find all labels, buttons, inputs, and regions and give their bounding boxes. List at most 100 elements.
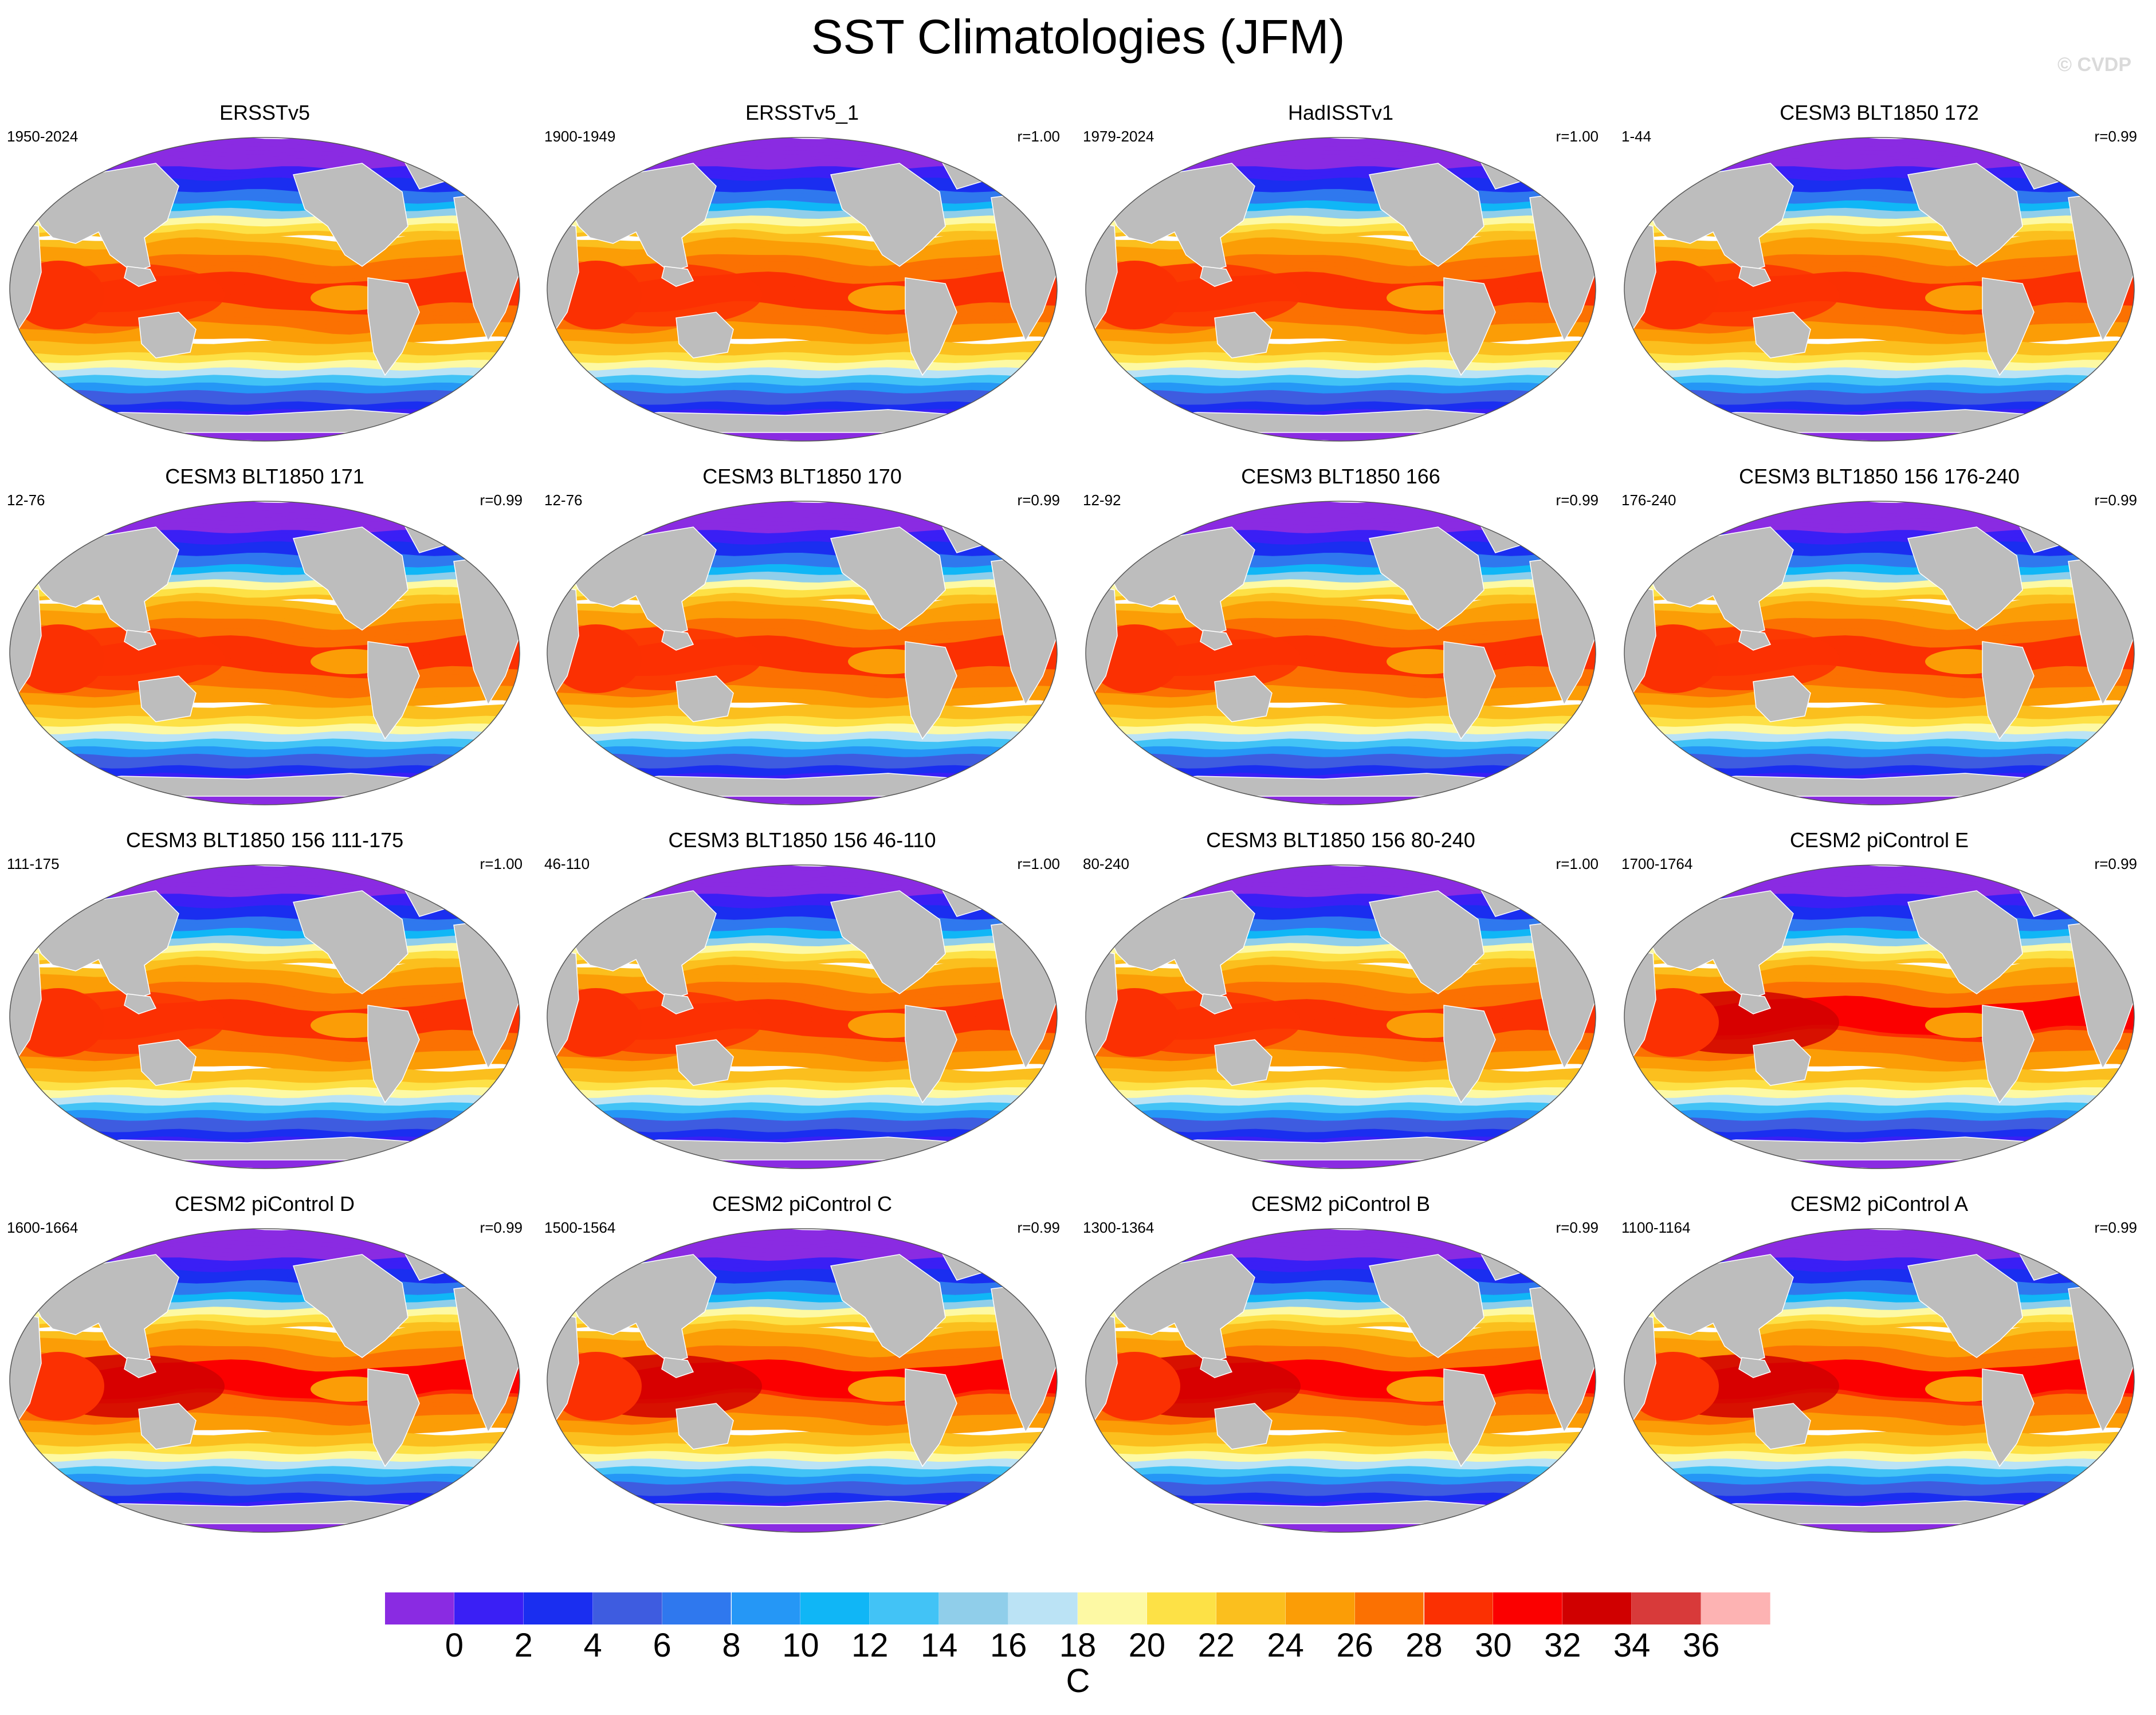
sst-contour-band — [547, 1473, 1057, 1482]
sst-contour-band — [1086, 1249, 1596, 1258]
sst-contour-band — [547, 371, 1057, 379]
land-mask — [138, 1403, 197, 1450]
sst-contour-band — [1624, 957, 2134, 975]
sst-contour-band — [1624, 1136, 2134, 1144]
sst-contour-band — [1086, 886, 1596, 894]
colorbar-units-label: C — [1066, 1662, 1090, 1700]
panel-title: CESM3 BLT1850 156 111-175 — [125, 828, 404, 852]
sst-contour-band — [10, 522, 520, 530]
sst-contour-band — [1086, 158, 1596, 167]
land-mask — [676, 1403, 734, 1450]
map-panel: CESM3 BLT1850 172 1-44 r=0.99 — [1621, 100, 2137, 444]
panel-correlation-label: r=0.99 — [1017, 1219, 1060, 1236]
sst-contour-band — [547, 1163, 1057, 1169]
sst-contour-band — [547, 1114, 1057, 1122]
land-mask — [1982, 641, 2035, 740]
sst-contour-band — [1086, 1466, 1596, 1474]
sst-contour-band — [10, 957, 520, 975]
sst-contour-band — [1624, 886, 2134, 894]
land-mask — [1907, 1254, 2023, 1358]
panel-title: CESM2 piControl A — [1790, 1192, 1969, 1216]
colorbar-tick-label: 14 — [920, 1627, 958, 1664]
sst-contour-band — [547, 672, 1057, 691]
sst-contour-band — [547, 1036, 1057, 1055]
sst-contour-band — [1086, 522, 1596, 530]
sst-contour-band — [1624, 1466, 2134, 1474]
sst-contour-band — [1624, 672, 2134, 691]
sst-map — [1085, 137, 1596, 442]
sst-contour-band — [1086, 501, 1596, 508]
sst-contour-band — [10, 379, 520, 387]
land-mask — [1369, 163, 1485, 267]
sst-contour-band — [547, 750, 1057, 758]
panel-years-label: 1979-2024 — [1083, 128, 1154, 145]
cvdp-watermark: © CVDP — [2057, 54, 2131, 76]
map-outline — [1624, 501, 2135, 805]
colorbar-swatch — [1216, 1592, 1286, 1624]
land-mask — [124, 1357, 157, 1378]
land-mask — [1753, 675, 1811, 722]
panel-years-label: 1950-2024 — [7, 128, 78, 145]
map-outline — [1624, 864, 2135, 1169]
sst-contour-band — [1086, 325, 1596, 343]
land-mask — [124, 993, 157, 1014]
land-mask — [830, 1254, 946, 1358]
sst-contour-band — [547, 742, 1057, 750]
sst-contour-band — [547, 1458, 1057, 1466]
map-outline — [1085, 501, 1596, 805]
sst-contour-band — [547, 1110, 1057, 1118]
sst-contour-band — [1624, 1249, 2134, 1258]
map-panel: ERSSTv5 1950-2024 — [7, 100, 523, 444]
land-mask — [1369, 890, 1485, 994]
sst-contour-band — [1086, 865, 1596, 871]
panel-years-label: 1500-1564 — [544, 1219, 616, 1236]
sst-contour-band — [547, 379, 1057, 387]
sst-contour-band — [1624, 1125, 2134, 1133]
sst-contour-band — [1086, 137, 1596, 144]
sst-contour-band — [547, 799, 1057, 805]
sst-contour-band — [10, 1462, 520, 1470]
map-outline — [9, 1228, 520, 1533]
sst-contour-band — [1086, 371, 1596, 379]
map-panel: CESM3 BLT1850 156 111-175 111-175 r=1.00 — [7, 828, 523, 1171]
sst-contour-band — [1086, 593, 1596, 612]
land-mask — [661, 1357, 694, 1378]
sst-contour-band — [1086, 731, 1596, 739]
land-mask — [138, 675, 197, 722]
panel-correlation-label: r=0.99 — [1556, 491, 1599, 509]
land-mask — [1443, 277, 1496, 376]
land-mask — [1982, 277, 2035, 376]
land-mask — [293, 163, 409, 267]
sst-contour-band — [547, 957, 1057, 975]
colorbar-tick-label: 32 — [1544, 1627, 1581, 1664]
colorbar-swatch — [523, 1592, 593, 1624]
sst-contour-band — [547, 522, 1057, 530]
sst-contour-band — [1624, 367, 2134, 375]
sst-contour-band — [1624, 689, 2134, 707]
sst-map — [9, 864, 520, 1169]
map-panel: CESM2 piControl D 1600-1664 r=0.99 — [7, 1191, 523, 1535]
panel-correlation-label: r=1.00 — [1017, 855, 1060, 872]
sst-contour-band — [1624, 1114, 2134, 1122]
sst-contour-band — [10, 398, 520, 406]
sst-contour-band — [547, 1462, 1057, 1470]
sst-contour-band — [1086, 735, 1596, 743]
map-outline — [1085, 1228, 1596, 1533]
sst-contour-band — [1086, 229, 1596, 248]
map-outline — [9, 137, 520, 442]
sst-contour-band — [1086, 1053, 1596, 1071]
land-mask — [661, 266, 694, 287]
sst-contour-band — [547, 137, 1057, 144]
sst-contour-band — [10, 1527, 520, 1532]
sst-contour-band — [10, 1099, 520, 1107]
sst-contour-band — [1624, 398, 2134, 406]
colorbar-tick-label: 22 — [1197, 1627, 1235, 1664]
land-mask — [661, 993, 694, 1014]
sst-contour-band — [547, 731, 1057, 739]
sst-map — [547, 501, 1058, 805]
sst-contour-band — [547, 367, 1057, 375]
colorbar-swatch — [1354, 1592, 1424, 1624]
land-mask — [1369, 1254, 1485, 1358]
land-mask — [830, 163, 946, 267]
colorbar-tick-label: 36 — [1682, 1627, 1720, 1664]
